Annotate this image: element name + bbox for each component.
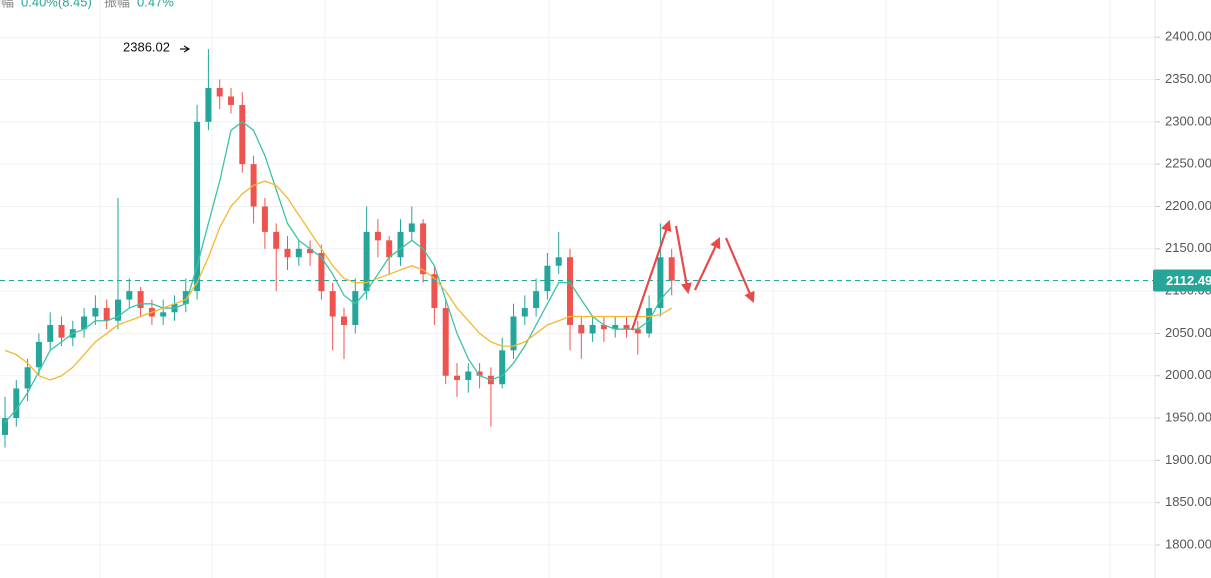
candle-body: [465, 371, 472, 380]
candle-body: [442, 308, 449, 376]
candle-body: [137, 291, 144, 309]
candle-body: [24, 367, 31, 389]
candle-body: [374, 231, 381, 241]
candle-body: [352, 291, 359, 325]
candle-body: [329, 291, 336, 317]
candle-body: [318, 253, 325, 292]
candle-body: [476, 371, 483, 376]
candle-body: [261, 206, 268, 232]
candle-body: [668, 257, 675, 281]
candle-body: [194, 121, 201, 292]
candle-body: [634, 329, 641, 334]
candle-body: [35, 341, 42, 368]
y-tick-label: 1800.00: [1165, 536, 1211, 551]
candle-body: [386, 240, 393, 258]
candle-body: [182, 291, 189, 304]
candle-body: [307, 248, 314, 254]
candle-body: [510, 316, 517, 351]
plot: [0, 36, 1160, 546]
y-tick-label: 2350.00: [1165, 71, 1211, 86]
candle-body: [623, 324, 630, 330]
time-grid: [99, 0, 1111, 578]
y-tick-label: 1950.00: [1165, 409, 1211, 424]
candle-body: [657, 257, 664, 309]
candle-body: [92, 308, 99, 317]
candle-body: [239, 104, 246, 165]
max-pointer-head: [183, 45, 191, 53]
candle-body: [284, 248, 291, 258]
candle-body: [295, 248, 302, 258]
candle-body: [533, 291, 540, 309]
candle-body: [205, 88, 212, 122]
stat-label: 振幅: [104, 0, 130, 9]
candle-body: [341, 316, 347, 325]
candle-body: [13, 388, 20, 419]
y-tick-label: 2300.00: [1165, 113, 1211, 128]
candle-body: [612, 324, 619, 330]
y-tick-label: 2250.00: [1165, 156, 1211, 171]
y-tick-label: 2200.00: [1165, 198, 1211, 213]
y-tick-label: 1850.00: [1165, 494, 1211, 509]
candle-body: [431, 274, 438, 309]
y-tick-label: 2150.00: [1165, 240, 1211, 255]
candle-body: [567, 257, 573, 325]
candle-body: [58, 324, 65, 338]
stat-label: 振幅: [0, 0, 14, 9]
last-price-label: 2112.49: [1166, 273, 1211, 288]
candle-body: [600, 324, 607, 330]
candle-body: [115, 299, 121, 321]
stat-value: 0.40%(8.45): [21, 0, 92, 9]
candle-body: [578, 324, 585, 334]
candle-body: [160, 312, 167, 317]
y-tick-label: 2050.00: [1165, 325, 1211, 340]
candle-body: [397, 231, 404, 258]
candle-body: [81, 316, 88, 330]
stat-value: 0.47%: [137, 0, 174, 9]
forecast-arrows: [630, 219, 755, 331]
candle-body: [521, 308, 528, 317]
y-tick-label: 2000.00: [1165, 367, 1211, 382]
candle-body: [103, 308, 110, 321]
candle-body: [363, 231, 370, 292]
candle-body: [228, 96, 234, 105]
candle-body: [47, 324, 54, 342]
y-tick-label: 1900.00: [1165, 452, 1211, 467]
candle-body: [589, 324, 596, 334]
candle-body: [2, 418, 8, 435]
candle-body: [544, 265, 551, 292]
candle-body: [555, 257, 562, 266]
moving-average: [4, 180, 673, 381]
last-price-box: [1153, 269, 1211, 292]
moving-average: [4, 121, 673, 423]
y-tick-label: 2400.00: [1165, 29, 1211, 44]
max-label: 2386.02: [123, 39, 170, 54]
candle-body: [273, 231, 280, 249]
candle-body: [499, 350, 506, 385]
candle-body: [454, 375, 460, 380]
candle-body: [126, 291, 133, 300]
candle-body: [216, 88, 223, 97]
candle-body: [408, 223, 415, 232]
